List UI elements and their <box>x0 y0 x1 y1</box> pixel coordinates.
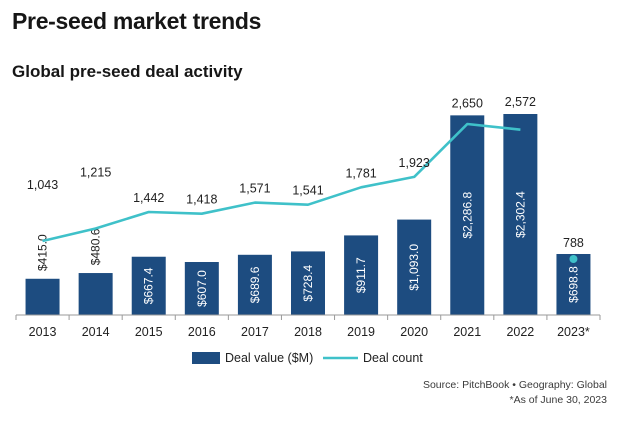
x-tick-label: 2018 <box>294 325 322 339</box>
count-label: 1,541 <box>292 184 323 198</box>
bar-value-label: $667.4 <box>142 267 156 304</box>
chart-subtitle: Global pre-seed deal activity <box>12 62 243 81</box>
bar-value-label: $480.6 <box>89 228 103 265</box>
footnote-text: *As of June 30, 2023 <box>509 394 608 406</box>
legend: Deal value ($M) Deal count <box>192 351 423 365</box>
source-note: Source: PitchBook • Geography: Global *A… <box>423 378 607 408</box>
count-label: 1,781 <box>345 166 376 180</box>
x-tick-label: 2021 <box>453 325 481 339</box>
legend-swatch-bar <box>192 352 220 364</box>
bar-2013 <box>25 278 60 315</box>
bar-value-label: $728.4 <box>301 265 315 302</box>
bar-value-label: $689.6 <box>248 266 262 303</box>
page-title: Pre-seed market trends <box>12 8 262 34</box>
x-tick-label: 2023* <box>557 325 590 339</box>
bar-value-label: $2,302.4 <box>513 191 527 238</box>
bar-2021 <box>450 115 485 316</box>
bar-2019 <box>344 235 379 315</box>
x-axis: 2013 2014 2015 2016 2017 2018 2019 2020 2021 2022… <box>15 314 601 339</box>
x-tick-label: 2020 <box>400 325 428 339</box>
count-label: 1,442 <box>133 191 164 205</box>
bar-2016 <box>184 262 219 315</box>
line-layer <box>42 122 578 263</box>
legend-label-line: Deal count <box>363 351 423 365</box>
count-label: 1,043 <box>27 178 58 192</box>
count-labels-layer: 1,043 1,215 1,442 1,418 1,571 1,541 1,781 1,923… <box>27 95 584 250</box>
count-label: 1,215 <box>80 165 111 179</box>
bar-2018 <box>291 251 325 315</box>
bar-labels-layer: $415.0 $480.6 $667.4 $607.0 $689.6 $728.4 $911… <box>36 191 581 307</box>
bar-2020 <box>397 219 432 315</box>
count-label: 1,571 <box>239 182 270 196</box>
bar-value-label: $607.0 <box>195 270 209 307</box>
bar-value-label: $698.8 <box>566 266 580 303</box>
x-tick-label: 2022 <box>506 325 534 339</box>
count-label: 788 <box>563 236 584 250</box>
count-label: 1,923 <box>399 156 430 170</box>
bar-value-label: $1,093.0 <box>407 244 421 291</box>
bar-value-label: $2,286.8 <box>460 192 474 239</box>
count-label: 2,650 <box>452 96 483 110</box>
x-tick-label: 2017 <box>241 325 269 339</box>
count-label: 2,572 <box>505 95 536 109</box>
bars-layer <box>25 114 591 316</box>
x-tick-label: 2019 <box>347 325 375 339</box>
bar-value-label: $415.0 <box>36 234 50 271</box>
deal-count-point-2023 <box>569 255 578 263</box>
deal-count-line <box>42 122 521 243</box>
bar-value-label: $911.7 <box>354 257 368 293</box>
x-tick-label: 2014 <box>82 325 110 339</box>
bar-2014 <box>78 273 113 315</box>
source-text: Source: PitchBook • Geography: Global <box>422 379 607 391</box>
x-tick-label: 2016 <box>188 325 216 339</box>
count-label: 1,418 <box>186 193 217 207</box>
bar-2022 <box>503 114 538 315</box>
legend-label-bar: Deal value ($M) <box>225 351 313 365</box>
bar-2015 <box>131 256 166 315</box>
bar-2023* <box>556 253 591 315</box>
bar-2017 <box>237 254 272 315</box>
x-tick-label: 2013 <box>29 325 57 339</box>
x-tick-label: 2015 <box>135 325 163 339</box>
